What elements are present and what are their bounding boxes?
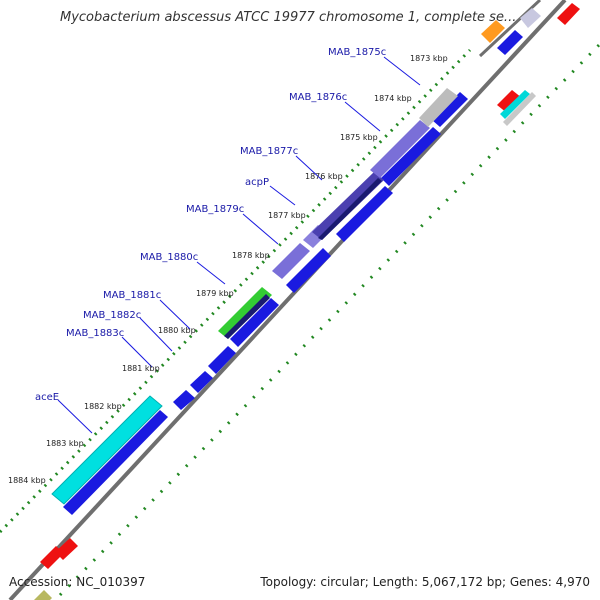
gene-label[interactable]: MAB_1879c: [186, 204, 244, 215]
tick-label: 1882 kbp: [84, 402, 122, 411]
cds-orange[interactable]: [481, 20, 505, 43]
cds-olive-corner[interactable]: [34, 590, 52, 600]
gene-label[interactable]: MAB_1880c: [140, 252, 198, 263]
cds-aceE-forward[interactable]: [63, 410, 168, 515]
tick-label: 1876 kbp: [305, 172, 343, 181]
cds-1879c-forward[interactable]: [286, 248, 331, 293]
cds-MAB_1875c[interactable]: [419, 88, 458, 127]
leader-MAB_1877c: [295, 155, 323, 181]
gene-label-group: MAB_1875c MAB_1876c MAB_1877c acpP MAB_1…: [35, 47, 421, 434]
leader-MAB_1881c: [159, 299, 191, 330]
leader-MAB_1882c: [139, 317, 173, 352]
cds-cyan-right[interactable]: [500, 90, 530, 119]
gc-track-inner: [0, 48, 472, 534]
leader-MAB_1875c: [383, 56, 421, 86]
cds-1875c-forward[interactable]: [432, 92, 468, 127]
tick-label: 1878 kbp: [232, 251, 270, 260]
cds-1876c-forward[interactable]: [381, 127, 441, 186]
gc-track-outer: [58, 42, 600, 597]
cds-top-gray[interactable]: [520, 8, 541, 28]
gene-label[interactable]: MAB_1875c: [328, 47, 386, 58]
leader-aceE: [57, 399, 93, 434]
tick-label-group: 1873 kbp 1874 kbp 1875 kbp 1876 kbp 1877…: [8, 54, 448, 485]
cds-top-forward[interactable]: [497, 30, 523, 55]
leader-acpP: [269, 185, 296, 206]
tick-label: 1883 kbp: [46, 439, 84, 448]
cds-MAB_1876c[interactable]: [370, 120, 430, 178]
cds-aceE[interactable]: [51, 395, 163, 505]
leader-MAB_1883c: [121, 336, 153, 368]
forward-cds-track[interactable]: [63, 30, 523, 515]
trna-red-bottom-2[interactable]: [55, 538, 78, 560]
genome-summary: Topology: circular; Length: 5,067,172 bp…: [260, 575, 590, 589]
map-title: Mycobacterium abscessus ATCC 19977 chrom…: [60, 10, 517, 25]
cds-1877c-forward[interactable]: [336, 186, 393, 242]
reverse-cds-track[interactable]: [51, 8, 541, 505]
leader-MAB_1880c: [196, 261, 226, 285]
cds-MAB_1879c[interactable]: [272, 243, 310, 279]
cds-1883c-forward[interactable]: [173, 390, 195, 410]
tick-label: 1879 kbp: [196, 289, 234, 298]
tick-label: 1884 kbp: [8, 476, 46, 485]
tick-label: 1880 kbp: [158, 326, 196, 335]
cds-MAB_1877c[interactable]: [312, 172, 384, 240]
cds-gray-right[interactable]: [503, 92, 536, 126]
cds-MAB_1880c[interactable]: [218, 287, 272, 339]
accession-label: Accession: NC_010397: [9, 575, 146, 589]
leader-MAB_1879c: [242, 213, 279, 245]
leader-MAB_1876c: [344, 101, 381, 132]
tick-label: 1875 kbp: [340, 133, 378, 142]
tick-label: 1874 kbp: [374, 94, 412, 103]
cds-MAB_1877c-dark[interactable]: [318, 178, 382, 240]
backbone-line-top: [478, 0, 542, 58]
trna-red-top[interactable]: [557, 3, 580, 25]
tick-label: 1877 kbp: [268, 211, 306, 220]
gene-label[interactable]: acpP: [245, 177, 269, 188]
gene-label[interactable]: aceE: [35, 392, 59, 403]
trna-red-right[interactable]: [497, 90, 522, 113]
gene-label[interactable]: MAB_1876c: [289, 92, 347, 103]
tick-label: 1873 kbp: [410, 54, 448, 63]
backbone-line: [8, 0, 567, 600]
cds-1880c-forward[interactable]: [230, 298, 279, 347]
gene-label[interactable]: MAB_1881c: [103, 290, 161, 301]
cds-MAB_1880c-inner[interactable]: [224, 294, 270, 339]
tick-label: 1881 kbp: [122, 364, 160, 373]
gene-label[interactable]: MAB_1883c: [66, 328, 124, 339]
gene-label[interactable]: MAB_1882c: [83, 310, 141, 321]
cds-1881c-forward[interactable]: [208, 346, 236, 374]
cds-1882c-forward[interactable]: [190, 371, 213, 393]
gene-label[interactable]: MAB_1877c: [240, 146, 298, 157]
